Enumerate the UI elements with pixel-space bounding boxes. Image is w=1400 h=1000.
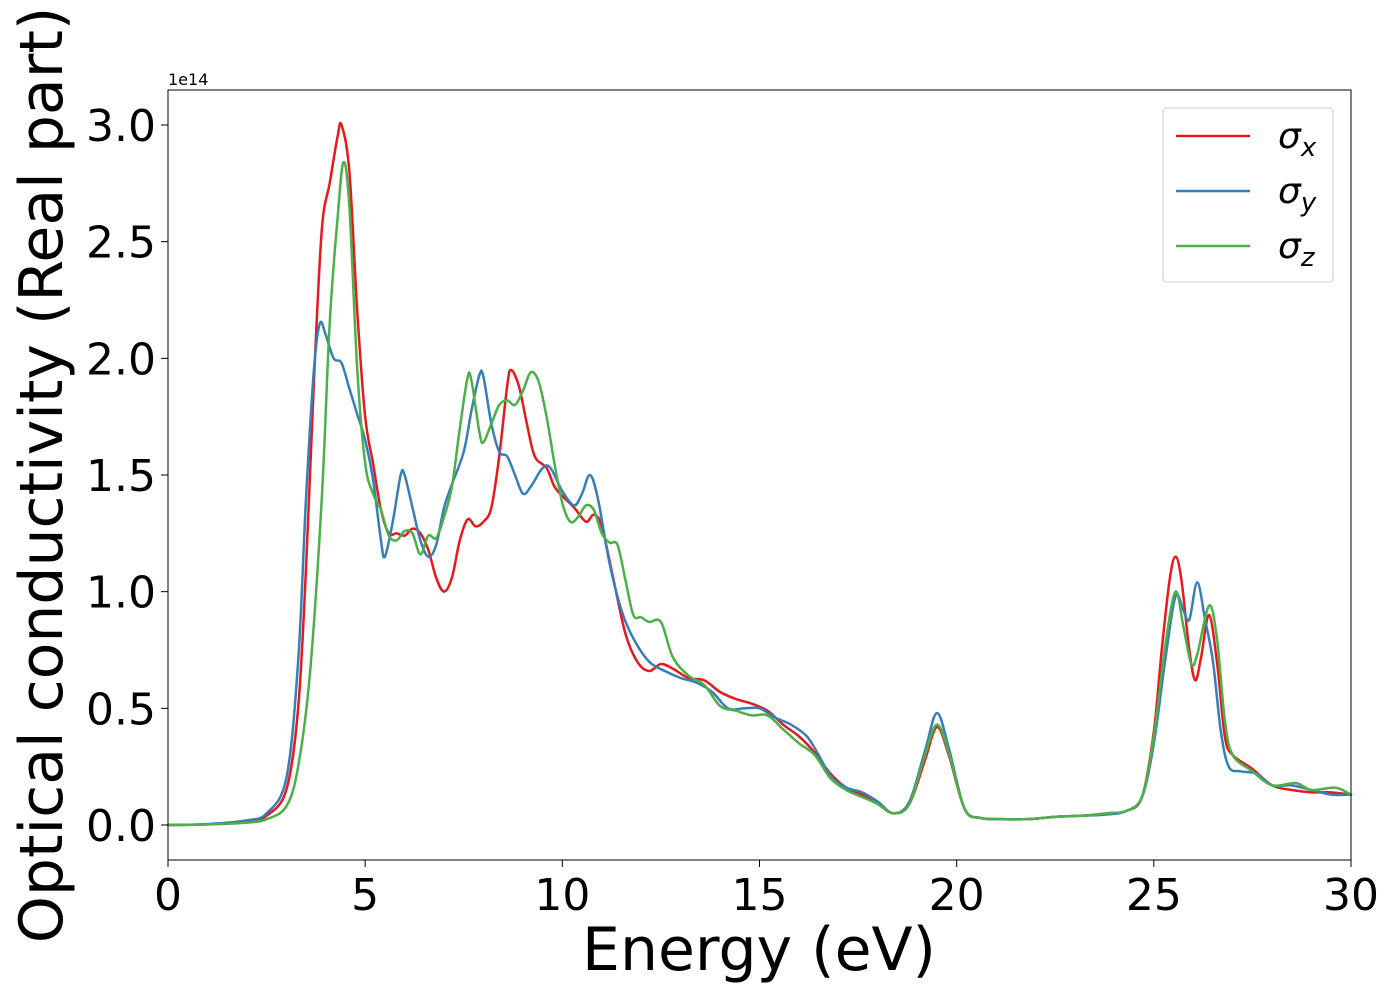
x-tick-label: 25 (1126, 870, 1182, 921)
legend-label-y: σy (1278, 171, 1317, 218)
x-axis-label: Energy (eV) (582, 915, 936, 985)
y-tick-label: 2.0 (86, 334, 156, 385)
y-tick-label: 2.5 (86, 218, 156, 269)
x-tick-label: 10 (534, 870, 590, 921)
x-tick-label: 20 (929, 870, 985, 921)
x-tick-label: 15 (732, 870, 788, 921)
y-axis: 0.0 0.5 1.0 1.5 2.0 2.5 3.0 (86, 101, 168, 852)
y-tick-label: 0.0 (86, 801, 156, 852)
y-axis-label: Optical conductivity (Real part) (7, 7, 77, 944)
x-tick-label: 30 (1323, 870, 1379, 921)
legend-label-x: σx (1278, 116, 1317, 163)
legend: σx σy σz (1162, 107, 1334, 283)
y-tick-label: 1.5 (86, 451, 156, 502)
series-line-y (166, 320, 1353, 827)
y-offset-label: 1e14 (168, 70, 208, 89)
series-layer (166, 121, 1353, 827)
series-line-x (166, 121, 1353, 827)
legend-label-z: σz (1278, 226, 1316, 273)
x-tick-label: 5 (351, 870, 379, 921)
x-tick-label: 0 (154, 870, 182, 921)
y-tick-label: 0.5 (86, 684, 156, 735)
x-axis: 0 5 10 15 20 25 30 (154, 860, 1379, 921)
series-line-z (166, 161, 1353, 827)
legend-box (1162, 107, 1334, 283)
y-tick-label: 1.0 (86, 568, 156, 619)
y-tick-label: 3.0 (86, 101, 156, 152)
